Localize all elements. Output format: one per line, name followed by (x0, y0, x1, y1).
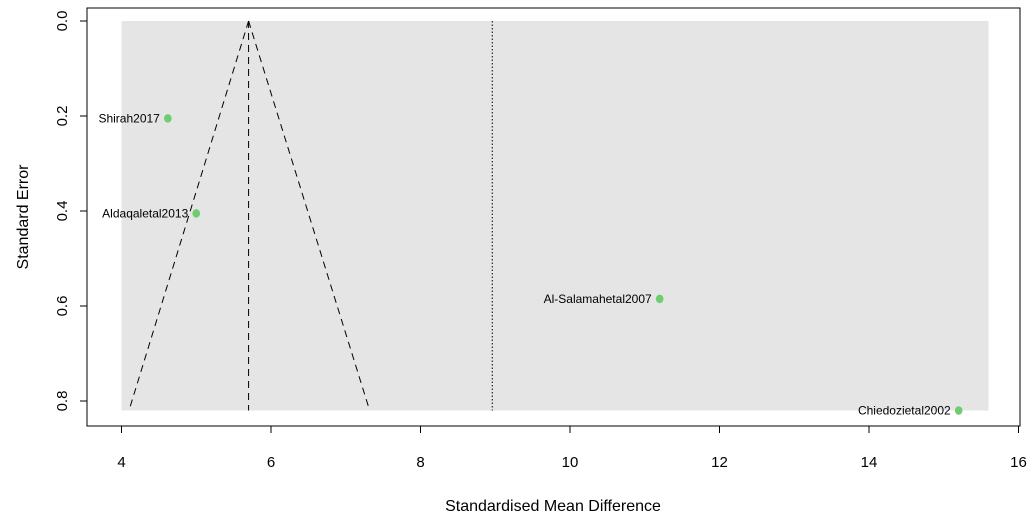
x-axis: 4 6 8 10 12 14 16 (117, 426, 1027, 471)
y-tick-label: 0.6 (54, 296, 71, 317)
y-tick-label: 0.8 (54, 391, 71, 412)
study-point (192, 209, 200, 218)
x-tick-label: 6 (267, 454, 275, 471)
study-point (164, 114, 172, 123)
x-tick-label: 12 (711, 454, 728, 471)
x-tick-label: 4 (117, 454, 125, 471)
y-tick-label: 0.0 (54, 11, 71, 32)
study-point (656, 295, 664, 304)
y-axis: 0.0 0.2 0.4 0.6 0.8 (54, 11, 87, 412)
x-axis-title: Standardised Mean Difference (445, 498, 661, 515)
study-label: Shirah2017 (98, 111, 160, 125)
y-tick-label: 0.2 (54, 106, 71, 127)
study-point (955, 406, 963, 415)
x-tick-label: 16 (1010, 454, 1027, 471)
study-label: Chiedozietal2002 (858, 404, 951, 418)
y-tick-label: 0.4 (54, 201, 71, 222)
x-tick-label: 14 (861, 454, 878, 471)
y-axis-title: Standard Error (15, 164, 32, 270)
background-region (122, 21, 989, 411)
study-label: Aldaqaletal2013 (102, 206, 188, 220)
x-tick-label: 8 (416, 454, 424, 471)
x-tick-label: 10 (562, 454, 579, 471)
study-label: Al-Salamahetal2007 (544, 292, 652, 306)
